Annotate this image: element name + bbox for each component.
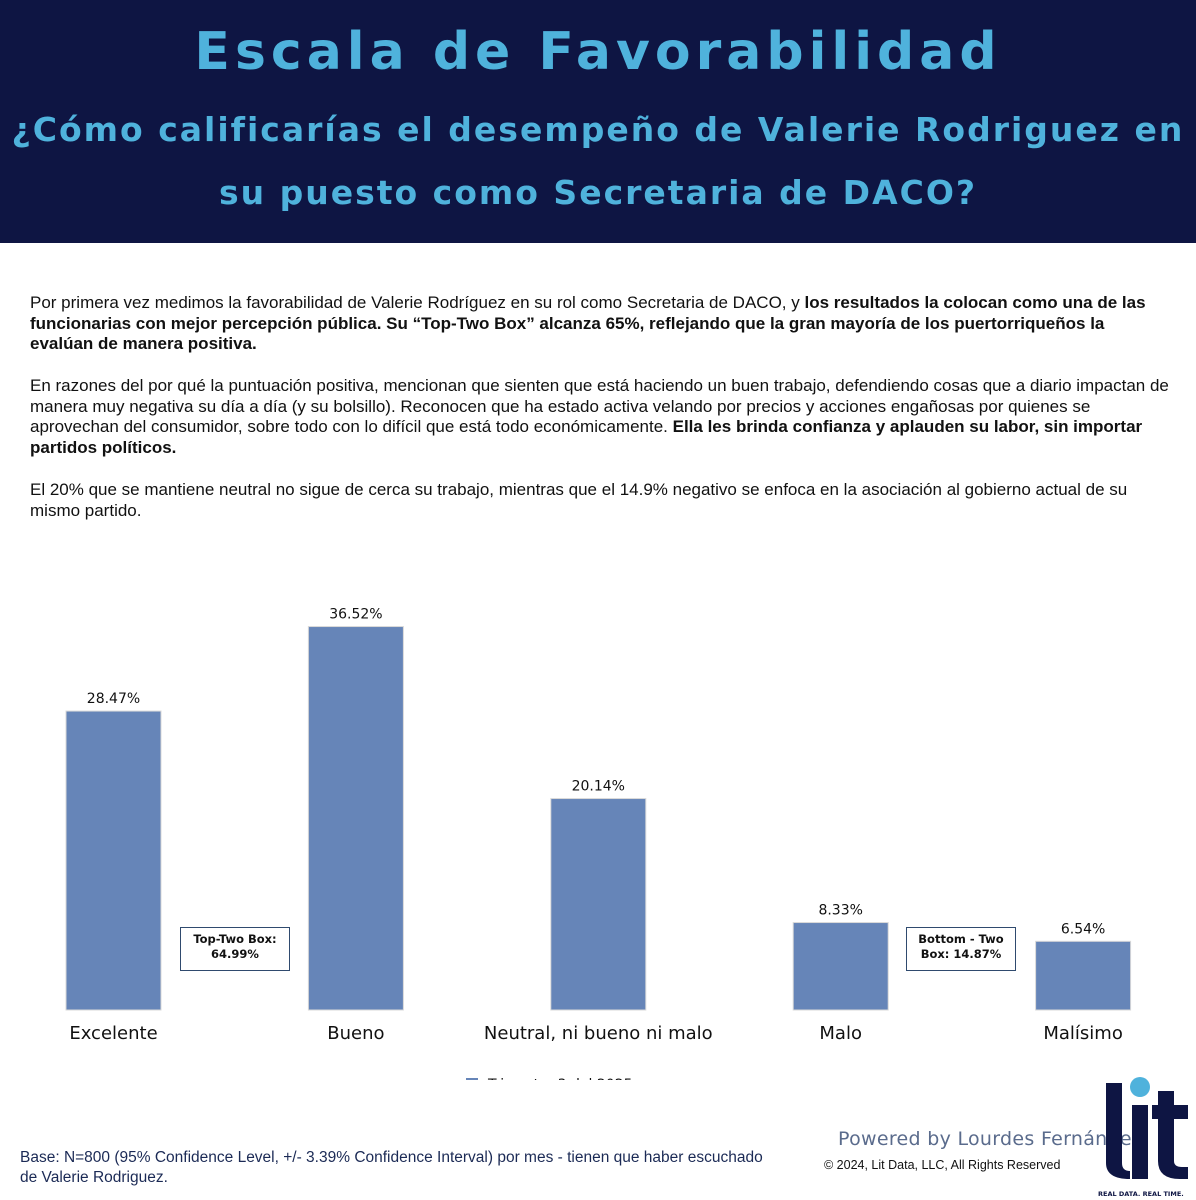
category-label: Excelente	[69, 1023, 157, 1044]
page-subtitle-line1: ¿Cómo calificarías el desempeño de Valer…	[11, 110, 1185, 149]
logo-letter-l	[1106, 1083, 1130, 1179]
header-banner: Escala de Favorabilidad ¿Cómo calificarí…	[0, 0, 1196, 243]
bar-3	[792, 922, 889, 1011]
logo-letter-t	[1152, 1091, 1188, 1179]
page-subtitle-line2: su puesto como Secretaria de DACO?	[218, 173, 978, 212]
bar-value-label: 8.33%	[818, 903, 862, 919]
page-title: Escala de Favorabilidad	[194, 22, 1002, 82]
paragraph-reasons-bold: Ella les brinda confianza y aplauden su …	[30, 417, 1143, 457]
legend-swatch	[466, 1078, 478, 1080]
paragraph-reasons: En razones del por qué la puntuación pos…	[30, 376, 1170, 458]
category-label: Malísimo	[1043, 1023, 1123, 1044]
category-label: Neutral, ni bueno ni malo	[484, 1023, 713, 1044]
bottom-two-box-note: Bottom - Two Box: 14.87%	[906, 927, 1016, 971]
powered-by-text: Powered by Lourdes Fernández	[838, 1128, 1143, 1150]
bar-1	[307, 626, 404, 1011]
legend-label: Trimestre 3 del 2025	[487, 1077, 633, 1080]
category-label: Malo	[819, 1023, 862, 1044]
paragraph-intro: Por primera vez medimos la favorabilidad…	[30, 293, 1170, 355]
logo-dot	[1130, 1077, 1150, 1097]
category-label: Bueno	[327, 1023, 384, 1044]
lit-logo: REAL DATA. REAL TIME.	[1098, 1077, 1188, 1198]
bar-2	[550, 798, 647, 1011]
logo-letter-i	[1132, 1105, 1148, 1179]
paragraph-neutral: El 20% que se mantiene neutral no sigue …	[30, 480, 1128, 520]
bar-0	[65, 710, 162, 1011]
base-footnote: Base: N=800 (95% Confidence Level, +/- 3…	[20, 1149, 763, 1186]
bar-chart: 28.47% Excelente 36.52% Bueno 20.14% Neutral,…	[65, 607, 1132, 1080]
copyright-text: © 2024, Lit Data, LLC, All Rights Reserv…	[824, 1158, 1061, 1172]
bar-value-label: 28.47%	[87, 691, 140, 707]
paragraph-intro-normal: Por primera vez medimos la favorabilidad…	[30, 293, 805, 312]
bar-4	[1035, 940, 1132, 1011]
paragraph-reasons-normal: En razones del por qué la puntuación pos…	[30, 376, 1169, 436]
paragraph-intro-bold: los resultados la colocan como una de la…	[30, 293, 1146, 353]
top-two-box-note: Top-Two Box: 64.99%	[180, 927, 290, 971]
bar-value-label: 6.54%	[1061, 921, 1105, 937]
bar-value-label: 20.14%	[572, 779, 625, 795]
logo-tagline: REAL DATA. REAL TIME.	[1098, 1190, 1184, 1198]
bar-value-label: 36.52%	[329, 607, 382, 623]
